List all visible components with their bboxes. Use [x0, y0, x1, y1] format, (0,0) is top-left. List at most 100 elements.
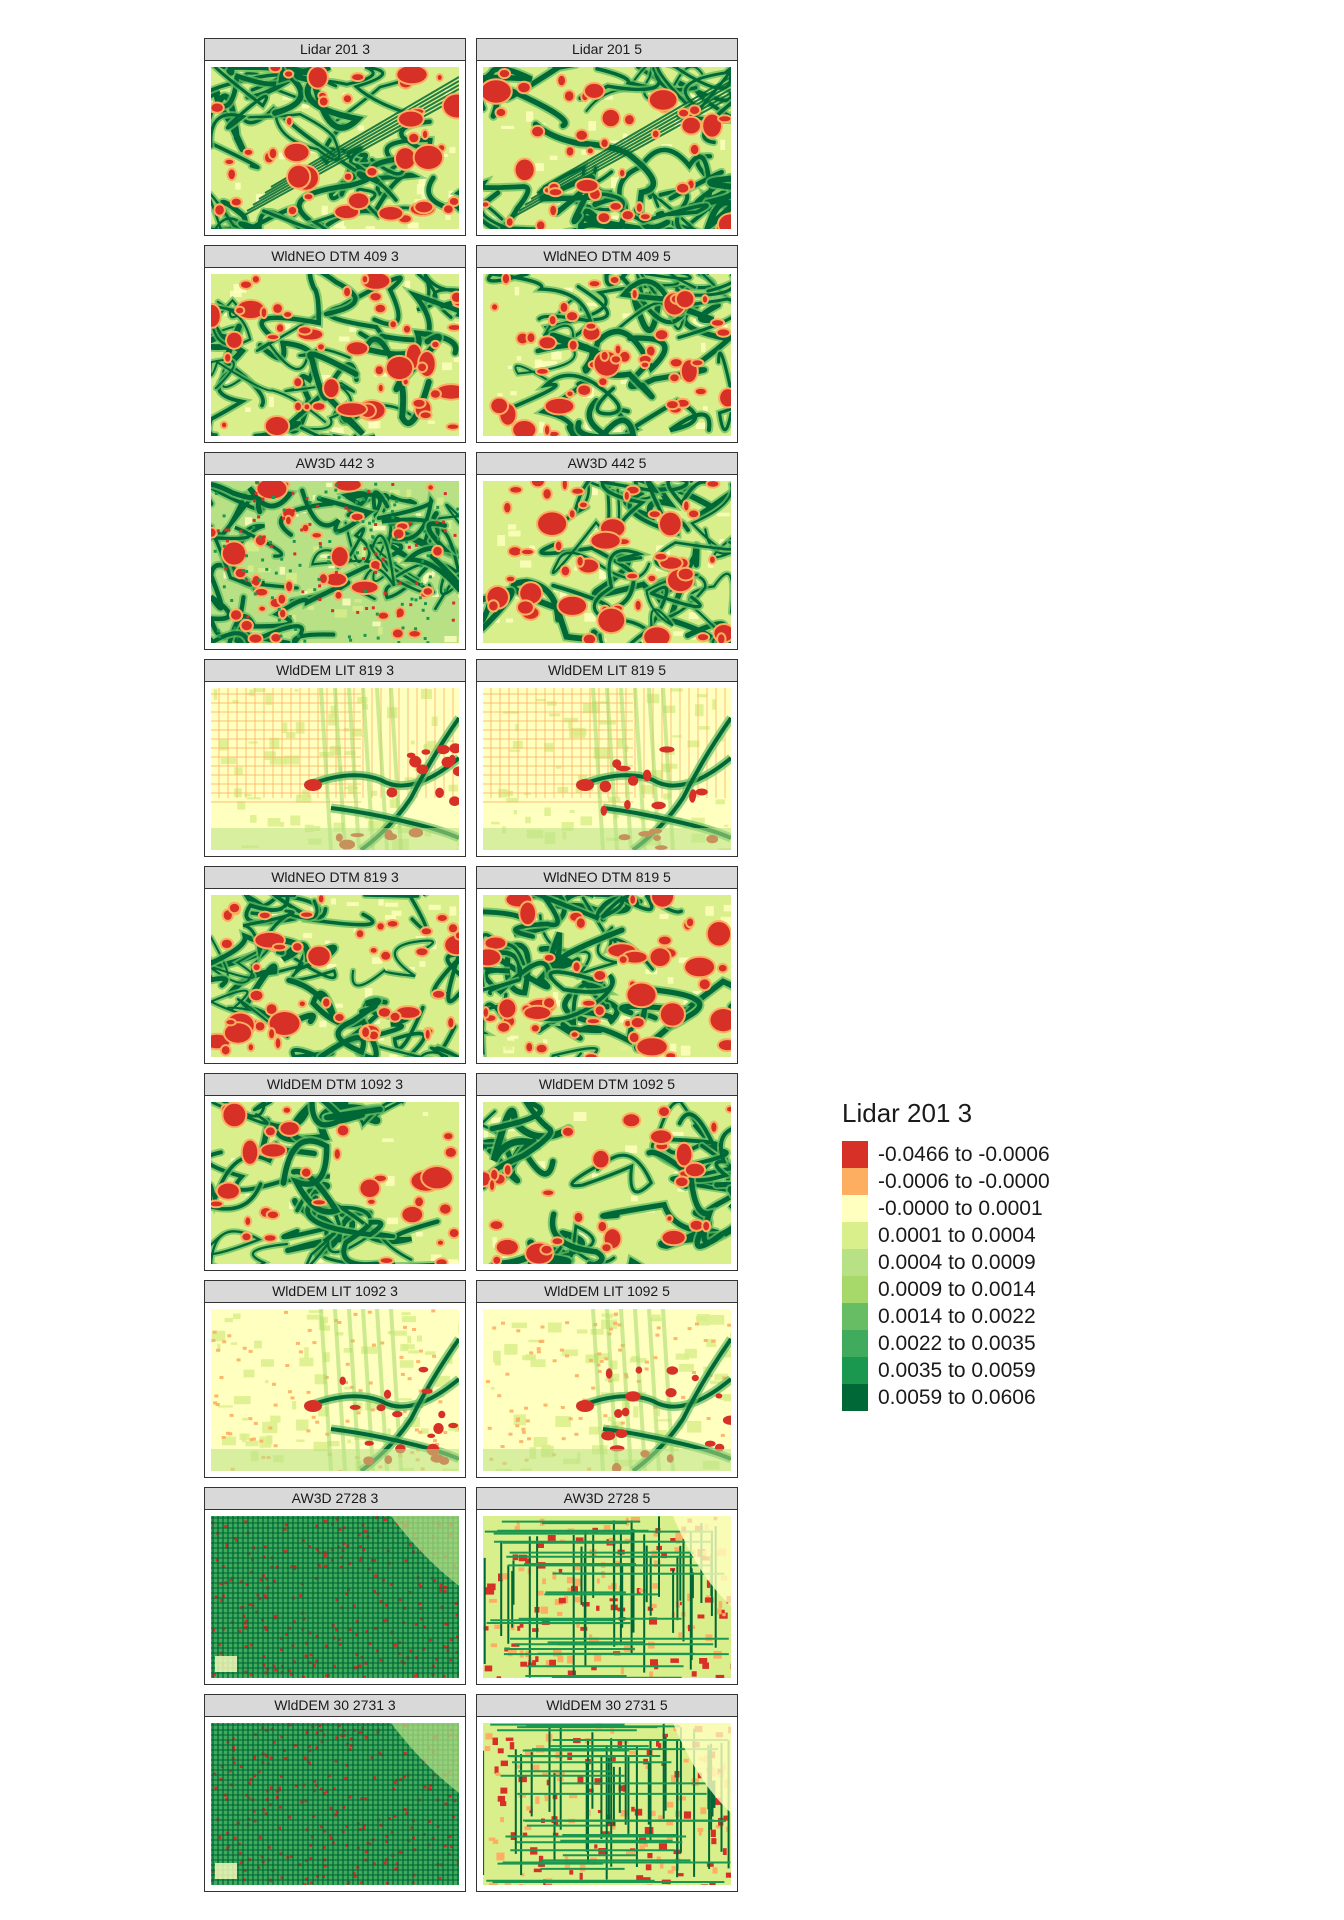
map-panel: AW3D 2728 5 — [476, 1487, 738, 1685]
panel-frame — [204, 1716, 466, 1892]
legend-swatch — [842, 1249, 868, 1276]
legend-row: 0.0009 to 0.0014 — [842, 1276, 1036, 1303]
panel-frame — [204, 1302, 466, 1478]
legend-row: 0.0059 to 0.0606 — [842, 1384, 1036, 1411]
legend-swatch — [842, 1330, 868, 1357]
legend-row: 0.0014 to 0.0022 — [842, 1303, 1036, 1330]
legend-label: 0.0004 to 0.0009 — [878, 1251, 1036, 1274]
raster-map — [483, 1723, 731, 1885]
panel-frame — [476, 1095, 738, 1271]
panel-frame — [204, 681, 466, 857]
panel-title: AW3D 2728 5 — [476, 1487, 738, 1510]
map-panel: AW3D 442 3 — [204, 452, 466, 650]
legend-swatch — [842, 1276, 868, 1303]
raster-map — [483, 67, 731, 229]
panel-title: WldNEO DTM 819 3 — [204, 866, 466, 889]
panel-frame — [204, 60, 466, 236]
panel-frame — [204, 1095, 466, 1271]
map-panel: Lidar 201 3 — [204, 38, 466, 236]
panel-frame — [476, 1716, 738, 1892]
map-panel: WldNEO DTM 409 3 — [204, 245, 466, 443]
panel-frame — [476, 888, 738, 1064]
legend-label: 0.0009 to 0.0014 — [878, 1278, 1036, 1301]
legend-label: -0.0000 to 0.0001 — [878, 1197, 1043, 1220]
legend-row: -0.0466 to -0.0006 — [842, 1141, 1050, 1168]
panel-title: WldDEM LIT 819 5 — [476, 659, 738, 682]
raster-map — [211, 481, 459, 643]
legend-row: -0.0006 to -0.0000 — [842, 1168, 1050, 1195]
legend-swatch — [842, 1195, 868, 1222]
map-panel: Lidar 201 5 — [476, 38, 738, 236]
map-panel: WldDEM DTM 1092 3 — [204, 1073, 466, 1271]
panel-frame — [476, 267, 738, 443]
raster-map — [211, 1309, 459, 1471]
panel-title: WldNEO DTM 819 5 — [476, 866, 738, 889]
panel-frame — [476, 474, 738, 650]
map-panel: WldDEM DTM 1092 5 — [476, 1073, 738, 1271]
legend-label: -0.0006 to -0.0000 — [878, 1170, 1050, 1193]
panel-title: WldDEM LIT 1092 5 — [476, 1280, 738, 1303]
panel-frame — [204, 474, 466, 650]
legend-row: 0.0022 to 0.0035 — [842, 1330, 1036, 1357]
map-panel: WldDEM 30 2731 5 — [476, 1694, 738, 1892]
raster-map — [211, 1516, 459, 1678]
panel-title: AW3D 442 5 — [476, 452, 738, 475]
map-panel: WldDEM LIT 819 5 — [476, 659, 738, 857]
panel-frame — [476, 1302, 738, 1478]
legend-label: 0.0001 to 0.0004 — [878, 1224, 1036, 1247]
raster-map — [483, 1516, 731, 1678]
legend-swatch — [842, 1141, 868, 1168]
panel-title: AW3D 2728 3 — [204, 1487, 466, 1510]
panel-frame — [204, 888, 466, 1064]
map-panel: WldNEO DTM 409 5 — [476, 245, 738, 443]
map-panel: WldNEO DTM 819 3 — [204, 866, 466, 1064]
panel-title: WldDEM DTM 1092 3 — [204, 1073, 466, 1096]
panel-frame — [476, 1509, 738, 1685]
legend-label: 0.0022 to 0.0035 — [878, 1332, 1036, 1355]
panel-frame — [204, 267, 466, 443]
raster-map — [483, 274, 731, 436]
raster-map — [483, 1309, 731, 1471]
legend-label: 0.0014 to 0.0022 — [878, 1305, 1036, 1328]
panel-title: WldDEM LIT 1092 3 — [204, 1280, 466, 1303]
raster-map — [211, 1102, 459, 1264]
legend-row: 0.0035 to 0.0059 — [842, 1357, 1036, 1384]
raster-map — [483, 481, 731, 643]
legend-row: 0.0004 to 0.0009 — [842, 1249, 1036, 1276]
map-panel: WldDEM LIT 1092 3 — [204, 1280, 466, 1478]
panel-title: WldNEO DTM 409 3 — [204, 245, 466, 268]
panel-title: Lidar 201 3 — [204, 38, 466, 61]
raster-map — [211, 688, 459, 850]
map-panel: WldDEM LIT 1092 5 — [476, 1280, 738, 1478]
raster-map — [211, 895, 459, 1057]
panel-title: Lidar 201 5 — [476, 38, 738, 61]
panel-title: WldDEM 30 2731 3 — [204, 1694, 466, 1717]
legend-swatch — [842, 1222, 868, 1249]
panel-title: WldDEM LIT 819 3 — [204, 659, 466, 682]
legend: Lidar 201 3 -0.0466 to -0.0006 -0.0006 to… — [842, 1098, 1050, 1411]
legend-row: -0.0000 to 0.0001 — [842, 1195, 1043, 1222]
map-panel: WldDEM 30 2731 3 — [204, 1694, 466, 1892]
map-panel: AW3D 2728 3 — [204, 1487, 466, 1685]
panel-frame — [476, 681, 738, 857]
map-panel: WldDEM LIT 819 3 — [204, 659, 466, 857]
legend-label: -0.0466 to -0.0006 — [878, 1143, 1050, 1166]
map-panel: AW3D 442 5 — [476, 452, 738, 650]
legend-title: Lidar 201 3 — [842, 1098, 973, 1128]
legend-swatch — [842, 1303, 868, 1330]
raster-map — [483, 688, 731, 850]
panel-title: AW3D 442 3 — [204, 452, 466, 475]
legend-label: 0.0035 to 0.0059 — [878, 1359, 1036, 1382]
map-panel: WldNEO DTM 819 5 — [476, 866, 738, 1064]
legend-swatch — [842, 1384, 868, 1411]
legend-swatch — [842, 1357, 868, 1384]
panel-frame — [476, 60, 738, 236]
raster-map — [211, 1723, 459, 1885]
legend-label: 0.0059 to 0.0606 — [878, 1386, 1036, 1409]
legend-swatch — [842, 1168, 868, 1195]
panel-frame — [204, 1509, 466, 1685]
raster-map — [211, 67, 459, 229]
legend-rows: -0.0466 to -0.0006 -0.0006 to -0.0000 -0.0… — [842, 1141, 1050, 1411]
raster-map — [483, 1102, 731, 1264]
raster-map — [483, 895, 731, 1057]
